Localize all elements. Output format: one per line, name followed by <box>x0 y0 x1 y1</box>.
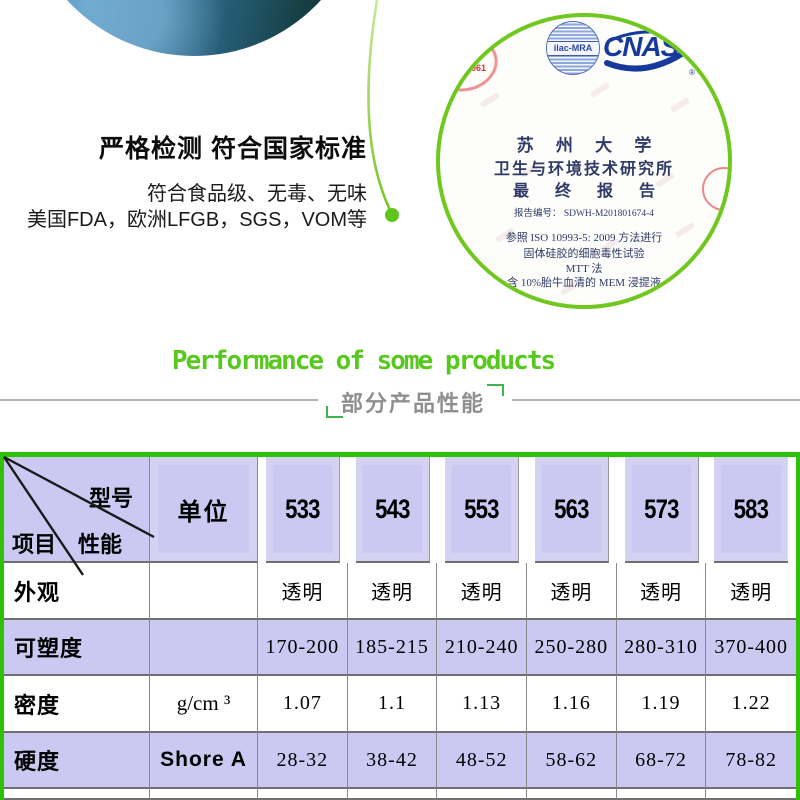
density-573: 1.19 <box>616 676 707 733</box>
cert-method-line: 参照 ISO 10993-5: 2009 方法进行 <box>505 232 663 244</box>
watermark-mark <box>669 97 691 113</box>
header-model-553: 553 <box>445 457 519 563</box>
unit-plasticity <box>150 620 258 676</box>
header-model-533: 533 <box>266 457 340 563</box>
corner-bracket-bottom-left <box>326 406 343 418</box>
header-model-563: 563 <box>535 457 609 563</box>
density-543: 1.1 <box>347 676 438 733</box>
decorative-curve <box>340 0 430 235</box>
plasticity-563: 250-280 <box>526 620 617 676</box>
appearance-553: 透明 <box>437 563 527 620</box>
watermark-mark <box>479 92 501 108</box>
header-model-583: 583 <box>714 457 788 563</box>
corner-bracket-top-right <box>487 384 504 396</box>
partial-row-cell <box>526 789 617 800</box>
unit-appearance <box>150 563 258 620</box>
watermark-mark <box>589 82 611 98</box>
plasticity-553: 210-240 <box>437 620 527 676</box>
hardness-533: 28-32 <box>258 733 348 789</box>
hero-line-1: 符合食品级、无毒、无味 <box>147 183 367 205</box>
row-label-plasticity: 可塑度 <box>4 620 150 676</box>
ilac-mra-label: ilac-MRA <box>547 41 599 56</box>
row-label-hardness: 硬度 <box>4 733 150 789</box>
registered-mark: ® <box>689 68 695 77</box>
header-model-573: 573 <box>624 457 699 563</box>
hero-heading: 严格检测 符合国家标准 <box>99 135 367 163</box>
cert-mtt-line: MTT 法 <box>565 263 603 275</box>
spec-table: 型号 项目 性能 单位 533 543 553 563 573 583 外观 透… <box>0 452 800 800</box>
cert-report-number: 报告编号： SDWH-M201801674-4 <box>513 209 655 219</box>
cnas-logo: CNAS ® <box>603 27 695 79</box>
density-583: 1.22 <box>706 676 796 733</box>
cnas-label: CNAS <box>603 31 679 62</box>
cert-medium-line: 含 10%胎牛血清的 MEM 浸提液 <box>507 277 661 289</box>
partial-row-cell <box>616 789 707 800</box>
section-title-cn: 部分产品性能 <box>340 391 485 416</box>
unit-density: g/cm ³ <box>150 676 258 733</box>
stamp-number: 4061 <box>466 63 487 73</box>
hardness-573: 68-72 <box>616 733 707 789</box>
hardness-583: 78-82 <box>706 733 796 789</box>
corner-label-property: 性能 <box>78 532 123 557</box>
partial-row-cell <box>4 789 150 800</box>
certificate-circle: ilac-MRA CNAS ® 4061 苏 州 大 学 卫生与环境技术研究所 … <box>436 13 732 309</box>
divider-line-right <box>512 399 800 401</box>
partial-row-cell <box>706 789 796 800</box>
partial-row-cell <box>150 789 258 800</box>
hardness-563: 58-62 <box>526 733 617 789</box>
unit-hardness: Shore A <box>150 733 258 789</box>
partial-row-cell <box>437 789 527 800</box>
hardness-553: 48-52 <box>437 733 527 789</box>
appearance-583: 透明 <box>706 563 796 620</box>
section-title-en: Performance of some products <box>171 346 556 376</box>
hardness-543: 38-42 <box>347 733 438 789</box>
partial-row-cell <box>347 789 438 800</box>
density-553: 1.13 <box>437 676 527 733</box>
header-unit: 单位 <box>150 457 258 563</box>
product-photo-circle <box>22 0 366 56</box>
cert-university: 苏 州 大 学 <box>516 136 661 155</box>
table-corner-cell: 型号 项目 性能 <box>3 455 155 576</box>
cert-report-title: 最 终 报 告 <box>512 183 666 200</box>
cert-test-line: 固体硅胶的细胞毒性试验 <box>523 248 645 260</box>
appearance-563: 透明 <box>526 563 617 620</box>
partial-row-cell <box>258 789 348 800</box>
row-label-appearance: 外观 <box>4 563 150 620</box>
appearance-543: 透明 <box>347 563 438 620</box>
plasticity-543: 185-215 <box>347 620 438 676</box>
row-label-density: 密度 <box>4 676 150 733</box>
hero-line-2: 美国FDA，欧洲LFGB，SGS，VOM等 <box>26 209 367 231</box>
hero-subtext: 符合食品级、无毒、无味 美国FDA，欧洲LFGB，SGS，VOM等 <box>27 181 367 233</box>
header-model-543: 543 <box>355 457 430 563</box>
corner-label-item: 项目 <box>12 532 57 557</box>
plasticity-533: 170-200 <box>258 620 348 676</box>
divider-line-left <box>0 399 318 401</box>
green-dot <box>385 208 399 222</box>
plasticity-573: 280-310 <box>616 620 707 676</box>
appearance-573: 透明 <box>616 563 707 620</box>
ilac-mra-logo: ilac-MRA <box>546 21 600 75</box>
appearance-533: 透明 <box>258 563 348 620</box>
density-563: 1.16 <box>526 676 617 733</box>
cert-institute: 卫生与环境技术研究所 <box>493 161 674 178</box>
density-533: 1.07 <box>258 676 348 733</box>
plasticity-583: 370-400 <box>706 620 796 676</box>
